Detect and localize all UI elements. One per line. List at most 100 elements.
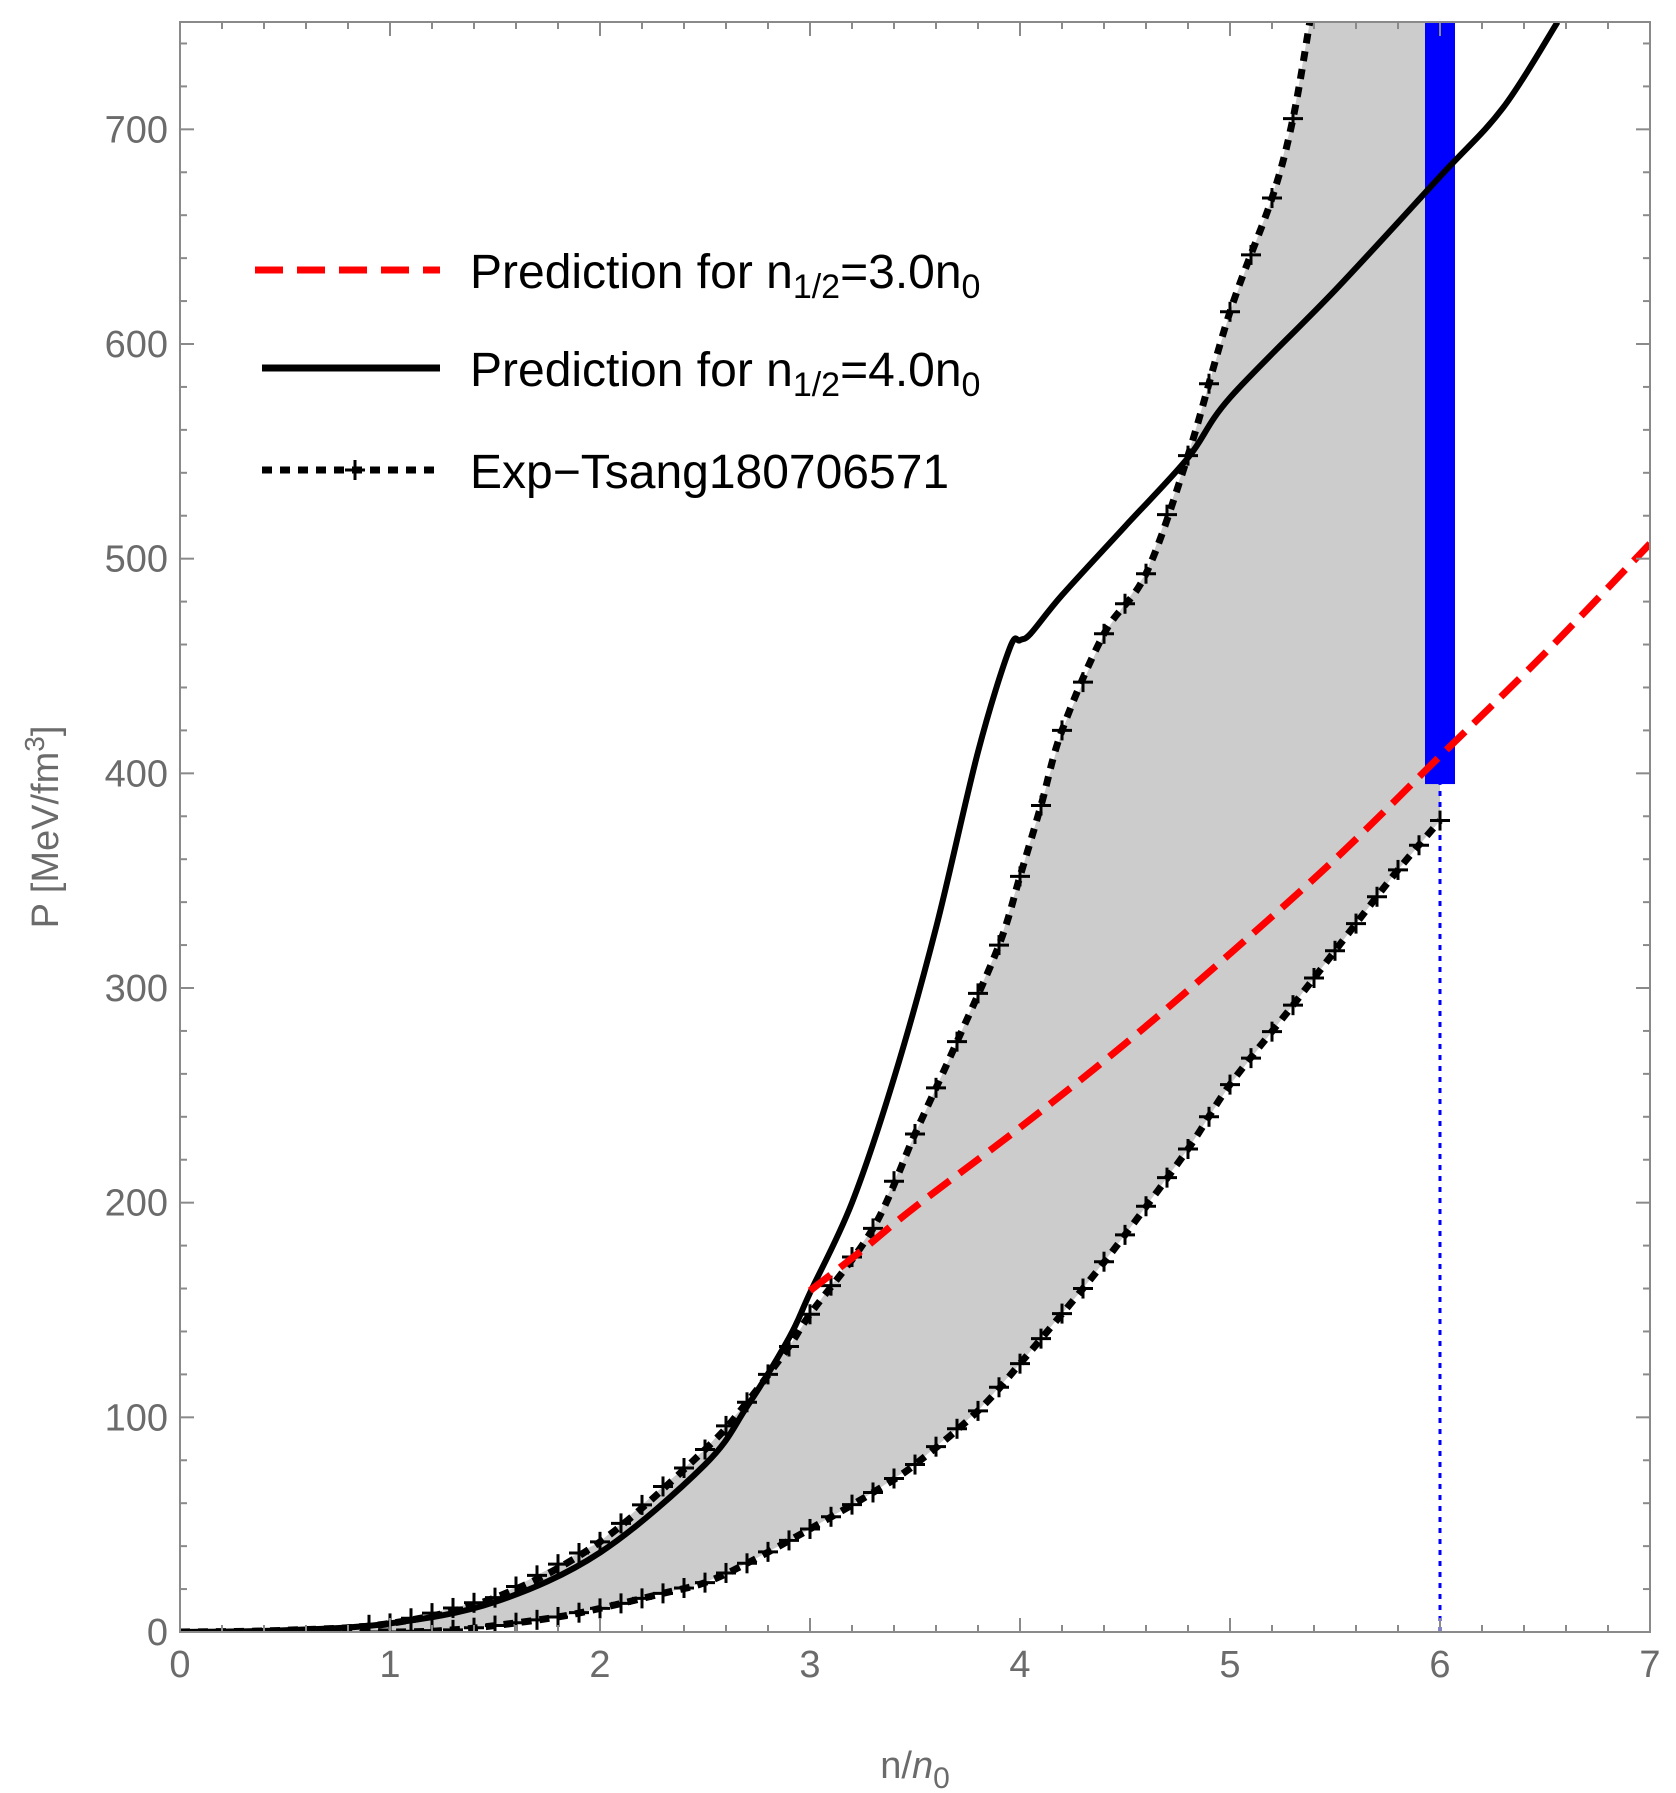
legend-pred4-sub: 1/2	[793, 366, 840, 404]
tsang-lower-marker	[1262, 1021, 1282, 1042]
y-tick-label: 100	[105, 1397, 168, 1439]
y-axis-label-end: ]	[25, 726, 67, 737]
legend-pred3-text: Prediction for n	[470, 246, 793, 299]
tsang-upper-marker	[1052, 720, 1072, 741]
tsang-upper-markers	[359, 108, 1303, 1632]
tsang-upper-marker	[548, 1554, 568, 1575]
tsang-upper-marker	[1010, 866, 1030, 887]
pred3-line	[807, 541, 1650, 1294]
tsang-upper-marker	[611, 1513, 631, 1534]
tsang-upper-marker	[1157, 504, 1177, 525]
legend-pred3-sub: 1/2	[793, 268, 840, 306]
tsang-upper-marker	[821, 1275, 841, 1296]
tsang-upper-marker	[905, 1123, 925, 1144]
tsang-lower-marker	[674, 1577, 694, 1598]
tsang-upper-marker	[1262, 188, 1282, 209]
tsang-lower-marker	[821, 1506, 841, 1527]
tsang-lower-marker	[527, 1609, 547, 1630]
tsang-upper-marker	[695, 1439, 715, 1460]
tsang-lower-marker	[1388, 859, 1408, 880]
tsang-upper-marker	[1094, 623, 1114, 644]
tsang-upper-marker	[590, 1531, 610, 1552]
tsang-lower-marker	[863, 1482, 883, 1503]
tsang-lower-marker	[1367, 886, 1387, 907]
y-tick-label: 0	[147, 1612, 168, 1654]
tsang-upper-marker	[1073, 672, 1093, 693]
tsang-lower-marker	[1241, 1048, 1261, 1069]
tsang-lower-marker	[1052, 1303, 1072, 1324]
tsang-lower-marker	[758, 1541, 778, 1562]
tsang-lower-marker	[443, 1619, 463, 1632]
plot-frame	[179, 21, 1651, 1633]
tsang-lower-marker	[1136, 1196, 1156, 1217]
tsang-lower-marker	[611, 1593, 631, 1614]
x-tick-label: 1	[379, 1644, 400, 1686]
y-axis-label-base: P [MeV/fm	[25, 752, 67, 929]
tsang-lower-marker	[779, 1530, 799, 1551]
tsang-lower-marker	[1115, 1224, 1135, 1245]
tsang-lower-marker	[1304, 967, 1324, 988]
legend-swatch-tsang-marker	[345, 460, 365, 480]
y-tick-label: 200	[105, 1183, 168, 1225]
legend-pred3-sub2: 0	[962, 268, 981, 306]
tsang-lower-marker	[590, 1598, 610, 1619]
tsang-upper-marker	[968, 983, 988, 1004]
tsang-upper-marker	[569, 1543, 589, 1564]
tsang-lower-marker	[1199, 1106, 1219, 1127]
tsang-lower-marker	[485, 1615, 505, 1632]
pred4-line	[180, 22, 1561, 1632]
x-tick-label: 7	[1639, 1644, 1660, 1686]
x-tick-label: 6	[1429, 1644, 1450, 1686]
x-axis-label-base: n/	[880, 1745, 912, 1787]
tsang-lower-marker	[1094, 1251, 1114, 1272]
tsang-upper-marker	[1136, 563, 1156, 584]
tsang-lower-marker	[968, 1400, 988, 1421]
tsang-upper-marker	[947, 1031, 967, 1052]
x-tick-label: 5	[1219, 1644, 1240, 1686]
tsang-lower-marker	[716, 1562, 736, 1583]
x-tick-label: 2	[589, 1644, 610, 1686]
tsang-upper-marker	[1283, 108, 1303, 129]
x-tick-label: 4	[1009, 1644, 1030, 1686]
tsang-lower-marker	[1325, 940, 1345, 961]
x-axis-label-var: n	[912, 1745, 933, 1787]
tsang-lower-marker	[989, 1377, 1009, 1398]
tsang-lower-marker	[1283, 995, 1303, 1016]
tsang-lower-marker	[1346, 913, 1366, 934]
tsang-upper-marker	[527, 1565, 547, 1586]
tsang-lower-marker	[926, 1436, 946, 1457]
legend-label-pred4: Prediction for n1/2=4.0n0	[470, 344, 980, 404]
tsang-lower-marker	[800, 1518, 820, 1539]
tsang-lower-marker	[569, 1602, 589, 1623]
tsang-lower-marker	[1220, 1074, 1240, 1095]
y-tick-label: 400	[105, 753, 168, 795]
tsang-lower-marker	[1073, 1278, 1093, 1299]
x-tick-label: 0	[169, 1644, 190, 1686]
tsang-upper-marker	[989, 935, 1009, 956]
tsang-upper-marker	[1199, 373, 1219, 394]
tsang-lower-marker	[737, 1553, 757, 1574]
tsang-lower-marker	[1157, 1167, 1177, 1188]
x-tick-label: 3	[799, 1644, 820, 1686]
tsang-lower-marker	[632, 1588, 652, 1609]
legend-pred4-rest: =4.0n	[840, 344, 961, 397]
y-axis-label: P [MeV/fm3]	[19, 726, 67, 929]
chart-legend: Prediction for n1/2=3.0n0 Prediction for…	[255, 246, 980, 499]
tsang-lower-marker	[842, 1494, 862, 1515]
legend-pred4-sub2: 0	[962, 366, 981, 404]
tsang-lower-marker	[905, 1454, 925, 1475]
legend-pred4-text: Prediction for n	[470, 344, 793, 397]
legend-label-tsang: Exp−Tsang180706571	[470, 446, 949, 499]
x-axis-label-sub: 0	[933, 1762, 950, 1793]
axis-ticks-layer: 0 1 2 3 4 5 6 7 0 100 200 300 400 500 600 700	[105, 22, 1661, 1686]
y-tick-label: 600	[105, 324, 168, 366]
legend-pred3-rest: =3.0n	[840, 246, 961, 299]
tsang-lower-marker	[653, 1583, 673, 1604]
y-tick-label: 700	[105, 109, 168, 151]
tsang-lower-marker	[548, 1606, 568, 1627]
tsang-upper-marker	[884, 1171, 904, 1192]
six-n0-bar	[1425, 22, 1455, 785]
legend-label-pred3: Prediction for n1/2=3.0n0	[470, 246, 980, 306]
y-tick-label: 300	[105, 968, 168, 1010]
